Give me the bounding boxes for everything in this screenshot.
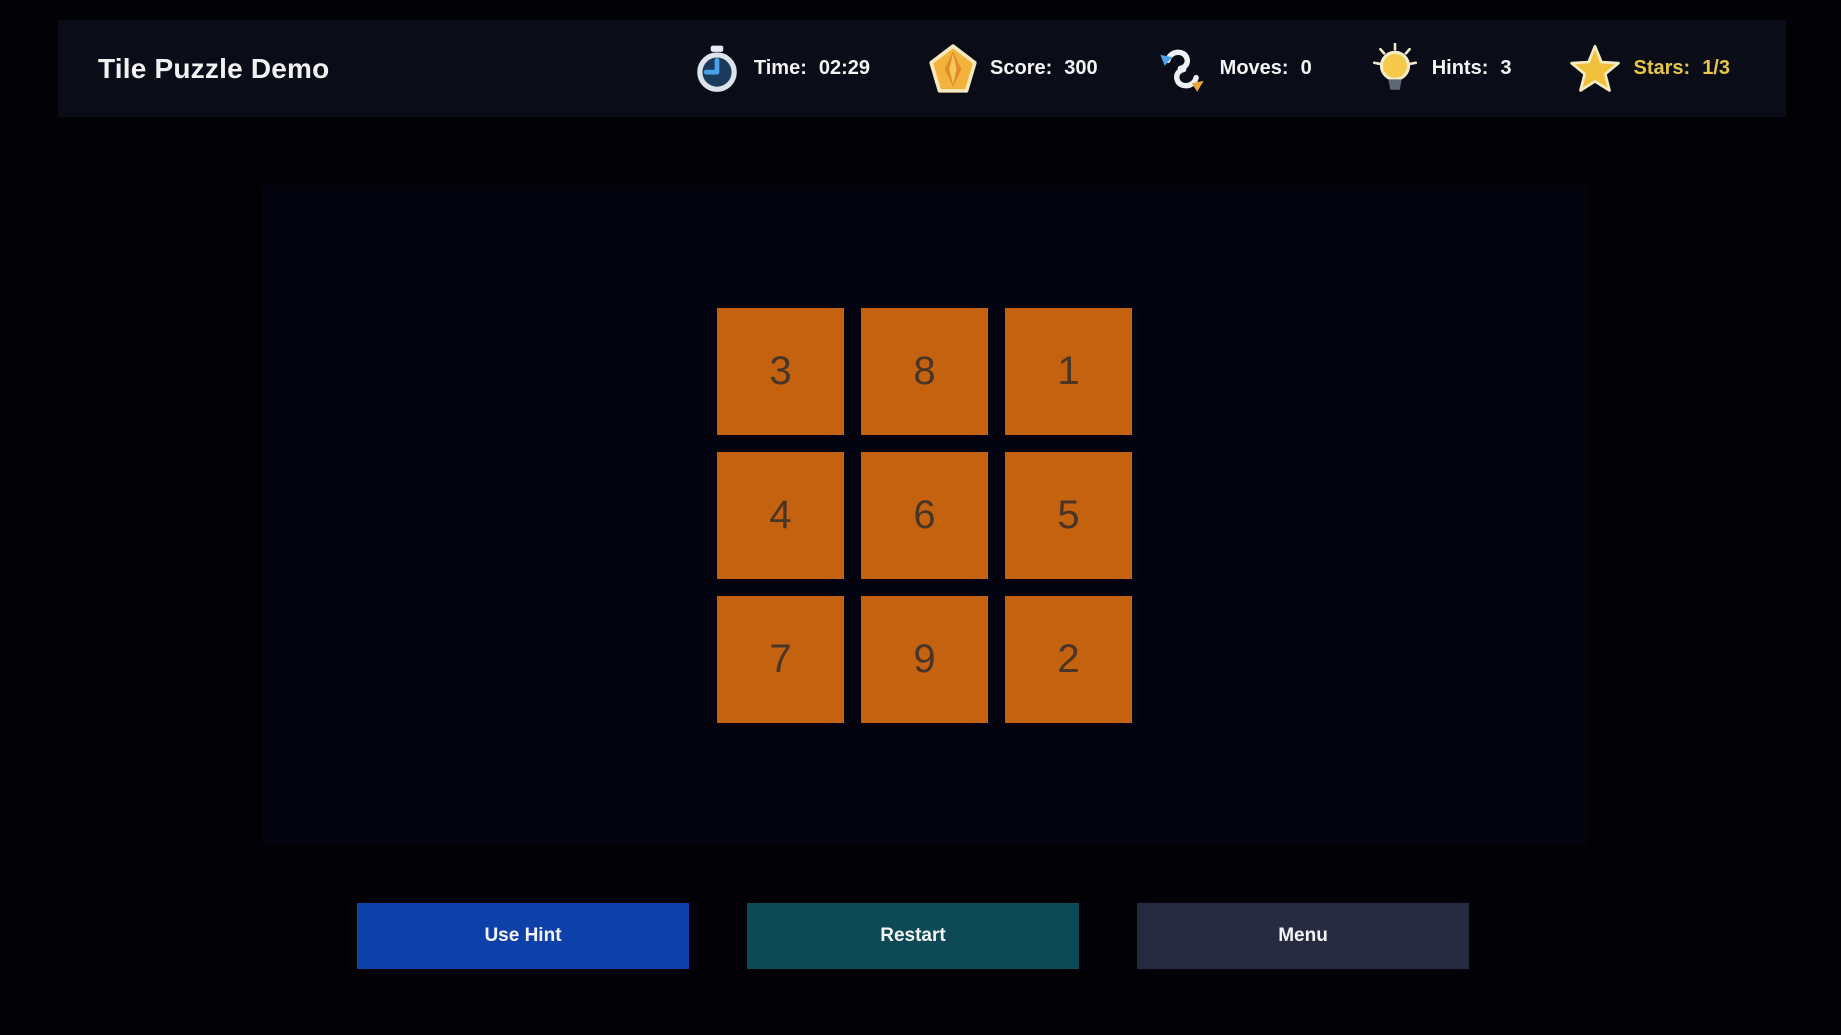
stat-hints-value: 3 (1500, 57, 1512, 79)
stat-stars: Stars: 1/3 (1569, 44, 1730, 94)
tile[interactable]: 6 (861, 452, 988, 579)
stat-hints-label: Hints: (1431, 57, 1489, 79)
tile[interactable]: 7 (717, 596, 844, 723)
stopwatch-icon (692, 44, 742, 94)
stat-score-value: 300 (1064, 57, 1098, 79)
stats-row: Time: 02:29 Score: 300 (692, 42, 1730, 95)
stat-stars-value: 1/3 (1702, 57, 1730, 79)
stat-hints: Hints: 3 (1370, 42, 1512, 95)
tile[interactable]: 5 (1005, 452, 1132, 579)
stat-moves-label: Moves: (1219, 57, 1289, 79)
tile[interactable]: 2 (1005, 596, 1132, 723)
tile[interactable]: 1 (1005, 308, 1132, 435)
header-bar: Tile Puzzle Demo Time: 02:29 (58, 20, 1786, 117)
tile[interactable]: 4 (717, 452, 844, 579)
menu-button[interactable]: Menu (1137, 903, 1469, 969)
use-hint-button[interactable]: Use Hint (357, 903, 689, 969)
stat-score: Score: 300 (928, 43, 1098, 95)
lightbulb-icon (1370, 42, 1420, 95)
tile[interactable]: 8 (861, 308, 988, 435)
stat-score-label: Score: (990, 57, 1053, 79)
stat-time: Time: 02:29 (692, 44, 870, 94)
tile[interactable]: 3 (717, 308, 844, 435)
stat-time-value: 02:29 (818, 57, 871, 79)
tile[interactable]: 9 (861, 596, 988, 723)
button-row: Use Hint Restart Menu (357, 903, 1469, 969)
stat-moves-value: 0 (1300, 57, 1312, 79)
star-icon (1569, 44, 1621, 94)
swap-arrows-icon (1156, 43, 1208, 95)
page-title: Tile Puzzle Demo (98, 52, 330, 84)
restart-button[interactable]: Restart (747, 903, 1079, 969)
pentagon-badge-icon (928, 43, 978, 95)
stat-stars-label: Stars: (1633, 57, 1691, 79)
stat-moves: Moves: 0 (1156, 43, 1312, 95)
stat-time-label: Time: (753, 57, 807, 79)
tile-grid: 3 8 1 4 6 5 7 9 2 (717, 308, 1132, 723)
